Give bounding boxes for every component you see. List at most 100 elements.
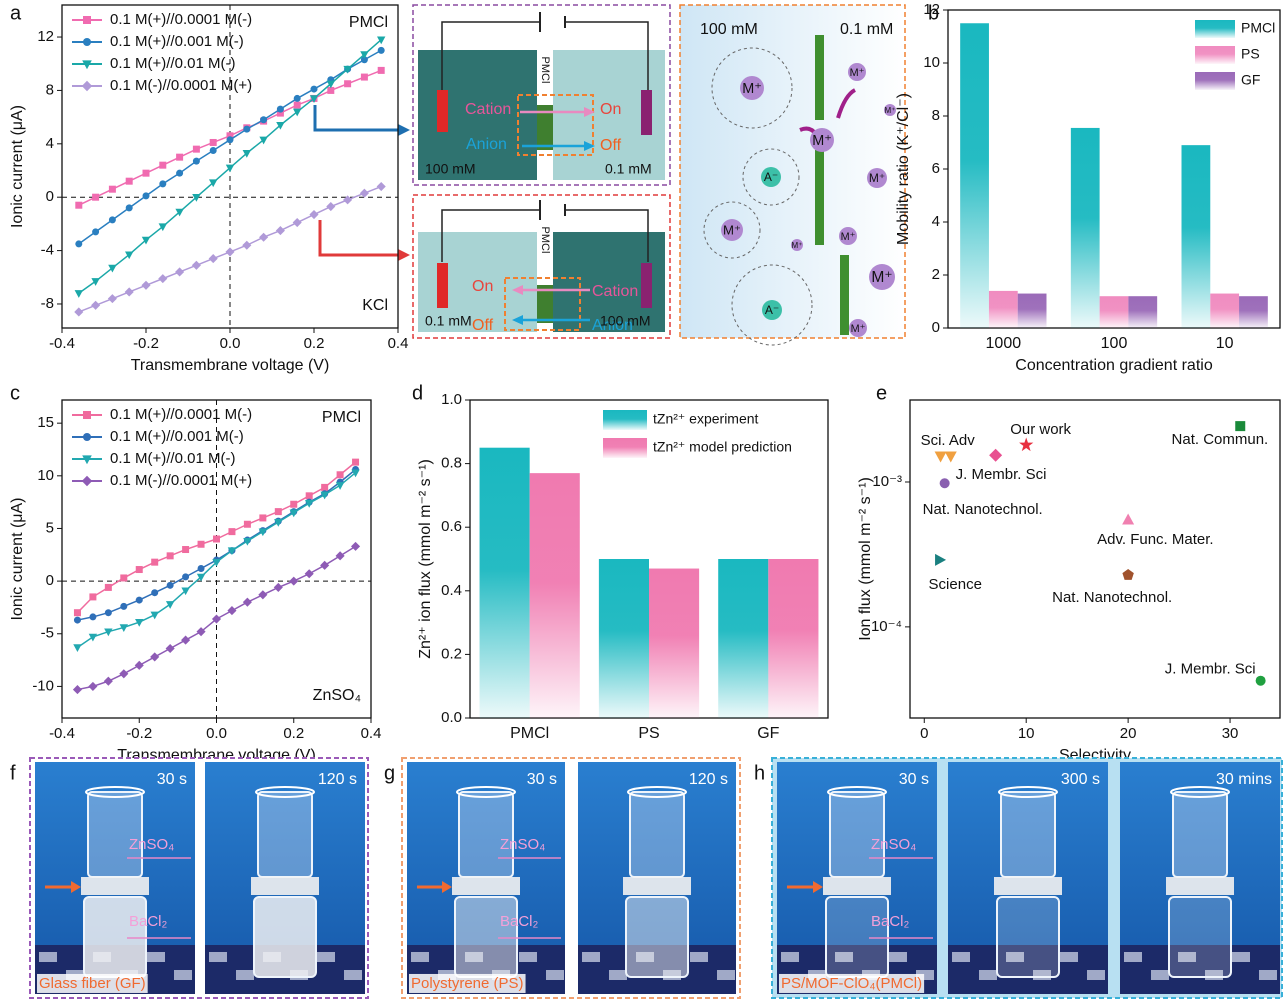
marker (151, 559, 158, 566)
point-label: Nat. Commun. (1172, 431, 1269, 448)
y-axis-label: Zn²⁺ ion flux (mmol m⁻² s⁻¹) (417, 459, 434, 659)
vial-top (1173, 792, 1227, 877)
marker (227, 136, 234, 143)
photo-caption: Polystyrene (PS) (411, 975, 524, 992)
floor-pattern (236, 970, 254, 980)
y-tick-label: 10 (923, 54, 940, 71)
y-tick-label: 12 (923, 1, 940, 18)
vial-bottom (84, 897, 146, 977)
marker (75, 290, 83, 298)
ion-label: M⁺ (723, 222, 741, 237)
marker (243, 126, 250, 133)
marker (1122, 569, 1133, 580)
ion-label: M⁺ (869, 171, 885, 185)
marker (259, 137, 267, 145)
y-tick-label: -10 (32, 677, 54, 694)
photo-caption: Glass fiber (GF) (39, 975, 146, 992)
floor-pattern (1124, 952, 1142, 962)
x-tick-label: 0.0 (220, 335, 241, 352)
vial-bottom (455, 897, 517, 977)
legend-label: PMCl (1241, 20, 1275, 36)
marker (294, 95, 301, 102)
floor-pattern (582, 952, 600, 962)
marker (321, 484, 328, 491)
vial-bottom (1169, 897, 1231, 977)
marker (119, 669, 128, 678)
point-label: Nat. Nanotechnol. (923, 501, 1043, 518)
marker (182, 573, 189, 580)
bar (989, 291, 1018, 328)
floor-pattern (979, 970, 997, 980)
membrane-label: PMCl (539, 57, 551, 84)
marker (109, 186, 116, 193)
bar (530, 473, 580, 718)
photo-label: ZnSO₄ (500, 836, 545, 853)
marker (108, 294, 117, 303)
vial-bottom (626, 897, 688, 977)
x-tick-label: 100 (1101, 335, 1128, 352)
x-tick-label: 0.0 (206, 725, 227, 742)
marker (259, 233, 268, 242)
y-tick-label: -8 (41, 295, 54, 312)
marker (213, 535, 220, 542)
x-tick-label: 0.2 (283, 725, 304, 742)
marker (143, 170, 150, 177)
photo-label: ZnSO₄ (129, 836, 174, 853)
marker (104, 677, 113, 686)
floor-pattern (717, 970, 735, 980)
ion-label: M⁺ (742, 81, 762, 97)
y-tick-label: 0.0 (441, 709, 462, 726)
floor-pattern (147, 952, 165, 962)
marker (210, 147, 217, 154)
marker (166, 644, 175, 653)
bar (1239, 296, 1268, 328)
marker (89, 593, 96, 600)
marker (74, 617, 81, 624)
y-tick-label: 0.8 (441, 455, 462, 472)
point-label: Science (929, 576, 982, 593)
marker (351, 542, 360, 551)
marker (105, 584, 112, 591)
marker (209, 254, 218, 263)
electrode (641, 263, 652, 308)
ion-label: M⁺ (850, 67, 865, 79)
legend-label: 0.1 M(-)//0.0001 M(+) (110, 77, 252, 94)
marker (89, 634, 97, 642)
marker (193, 158, 200, 165)
marker (75, 240, 82, 247)
marker (136, 566, 143, 573)
marker (159, 162, 166, 169)
legend-marker (83, 38, 91, 46)
x-axis-label: Concentration gradient ratio (1015, 357, 1213, 374)
marker (120, 603, 127, 610)
floor-pattern (609, 970, 627, 980)
schematic-top: PMCl Cation On Anion Off 100 mM 0.1 mM (413, 5, 670, 185)
legend-label: GF (1241, 72, 1260, 88)
vial-neck (452, 877, 520, 895)
y-tick-label: 0 (46, 188, 54, 205)
legend-swatch (1195, 20, 1235, 38)
bar (1100, 296, 1129, 328)
vial-top (830, 792, 884, 877)
marker (176, 170, 183, 177)
marker (244, 521, 251, 528)
marker (242, 241, 251, 250)
floor-pattern (1151, 970, 1169, 980)
panel-label: f (10, 762, 16, 784)
panel-label: h (754, 762, 765, 784)
photo-label: ZnSO₄ (871, 836, 916, 853)
legend-swatch (603, 438, 647, 458)
marker (125, 251, 133, 259)
marker (92, 228, 99, 235)
y-tick-label: 10⁻⁴ (871, 618, 902, 635)
x-tick-label: 1000 (986, 335, 1022, 352)
marker (120, 574, 127, 581)
marker (166, 601, 174, 609)
marker (143, 192, 150, 199)
marker (176, 154, 183, 161)
point-label: Adv. Func. Mater. (1097, 531, 1213, 548)
cation-label: Cation (465, 101, 511, 118)
floor-pattern (317, 952, 335, 962)
cation-label: Cation (592, 283, 638, 300)
marker (989, 449, 1002, 462)
